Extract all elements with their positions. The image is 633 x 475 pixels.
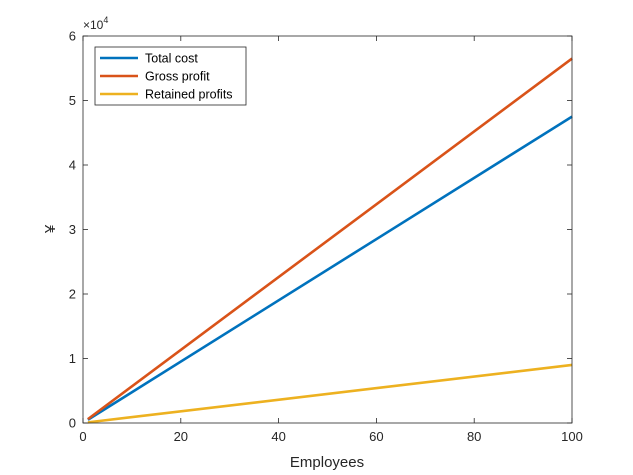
legend-label-2: Gross profit bbox=[145, 70, 210, 84]
series-line-2 bbox=[87, 57, 573, 421]
ticks-layer bbox=[82, 35, 573, 424]
legend-label-1: Total cost bbox=[145, 52, 198, 66]
y-tick-label: 5 bbox=[69, 93, 76, 108]
y-tick-label: 1 bbox=[69, 351, 76, 366]
x-tick-label: 20 bbox=[174, 429, 188, 444]
legend-label-3: Retained profits bbox=[145, 88, 233, 102]
y-tick-label: 4 bbox=[69, 158, 76, 173]
x-tick-label: 60 bbox=[369, 429, 383, 444]
y-tick-labels: 0 1 2 3 4 5 6 bbox=[69, 29, 76, 431]
legend: Total cost Gross profit Retained profits bbox=[94, 46, 247, 106]
x-tick-labels: 0 20 40 60 80 100 bbox=[79, 429, 582, 444]
x-tick-label: 40 bbox=[271, 429, 285, 444]
x-axis-title: Employees bbox=[290, 454, 364, 471]
y-axis-title: ¥ bbox=[42, 224, 59, 234]
x-tick-label: 100 bbox=[561, 429, 583, 444]
y-tick-label: 0 bbox=[69, 416, 76, 431]
y-tick-label: 2 bbox=[69, 287, 76, 302]
y-tick-label: 6 bbox=[69, 29, 76, 44]
y-tick-label: 3 bbox=[69, 222, 76, 237]
x-tick-label: 0 bbox=[79, 429, 86, 444]
series-layer bbox=[87, 57, 573, 424]
series-line-1 bbox=[87, 115, 573, 421]
x-tick-label: 80 bbox=[467, 429, 481, 444]
series-line-3 bbox=[87, 363, 573, 424]
y-axis-exponent: ×104 bbox=[83, 15, 108, 32]
